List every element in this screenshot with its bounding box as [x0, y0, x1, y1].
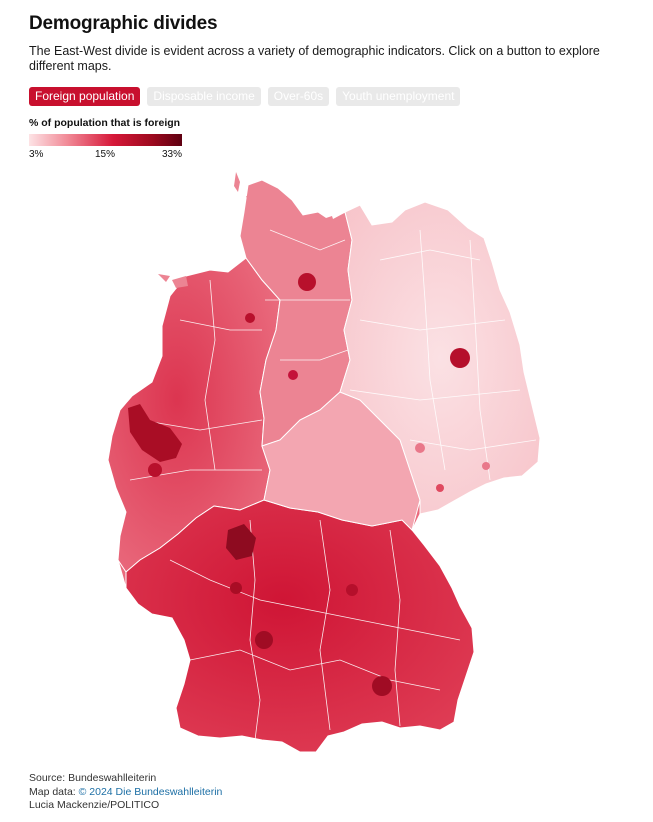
cologne-district[interactable] [148, 463, 162, 477]
legend-tick-mid: 15% [95, 149, 116, 160]
map-data-link[interactable]: © 2024 Die Bundeswahlleiterin [78, 785, 223, 798]
author-credit: Lucia Mackenzie/POLITICO [29, 799, 160, 811]
legend-tick-min: 3% [29, 149, 44, 160]
legend-title: % of population that is foreign [29, 117, 181, 129]
page-subtitle: The East-West divide is evident across a… [29, 44, 600, 73]
leipzig-district[interactable] [415, 443, 425, 453]
page-title: Demographic divides [29, 13, 218, 34]
footer: Source: Bundeswahlleiterin Map data: © 2… [29, 772, 222, 813]
source-text: Source: Bundeswahlleiterin [29, 772, 157, 784]
tab-youth-unemployment[interactable]: Youth unemployment [336, 87, 461, 106]
region-east[interactable] [339, 201, 541, 515]
chemnitz-district[interactable] [436, 484, 444, 492]
germany-choropleth-map[interactable] [0, 160, 653, 760]
legend: % of population that is foreign 3% 15% 3… [29, 117, 184, 163]
hannover-district[interactable] [288, 370, 298, 380]
berlin-district[interactable] [450, 348, 470, 368]
legend-tick-max: 33% [162, 149, 183, 160]
legend-color-scale [29, 134, 182, 146]
tab-over-60s[interactable]: Over-60s [267, 87, 330, 106]
urban-hotspots [128, 273, 490, 696]
hamburg-district[interactable] [298, 273, 316, 291]
legend-ticks: 3% 15% 33% [29, 149, 184, 163]
tab-disposable-income[interactable]: Disposable income [147, 87, 261, 106]
district-borders [129, 229, 537, 741]
region-south[interactable] [125, 499, 475, 753]
frankfurt-district[interactable] [226, 524, 256, 560]
map-tabs: Foreign population Disposable income Ove… [29, 87, 461, 106]
north-islands [158, 172, 336, 288]
stuttgart-district[interactable] [255, 631, 273, 649]
dresden-district[interactable] [482, 462, 490, 470]
nuremberg-district[interactable] [346, 584, 358, 596]
mannheim-district[interactable] [230, 582, 242, 594]
ruhr-district[interactable] [128, 404, 182, 462]
map-data-credit: Map data: © 2024 Die Bundeswahlleiterin [29, 786, 222, 800]
map-data-prefix: Map data: [29, 785, 79, 798]
munich-district[interactable] [372, 676, 392, 696]
bremen-district[interactable] [245, 313, 255, 323]
tab-foreign-population[interactable]: Foreign population [29, 87, 141, 106]
